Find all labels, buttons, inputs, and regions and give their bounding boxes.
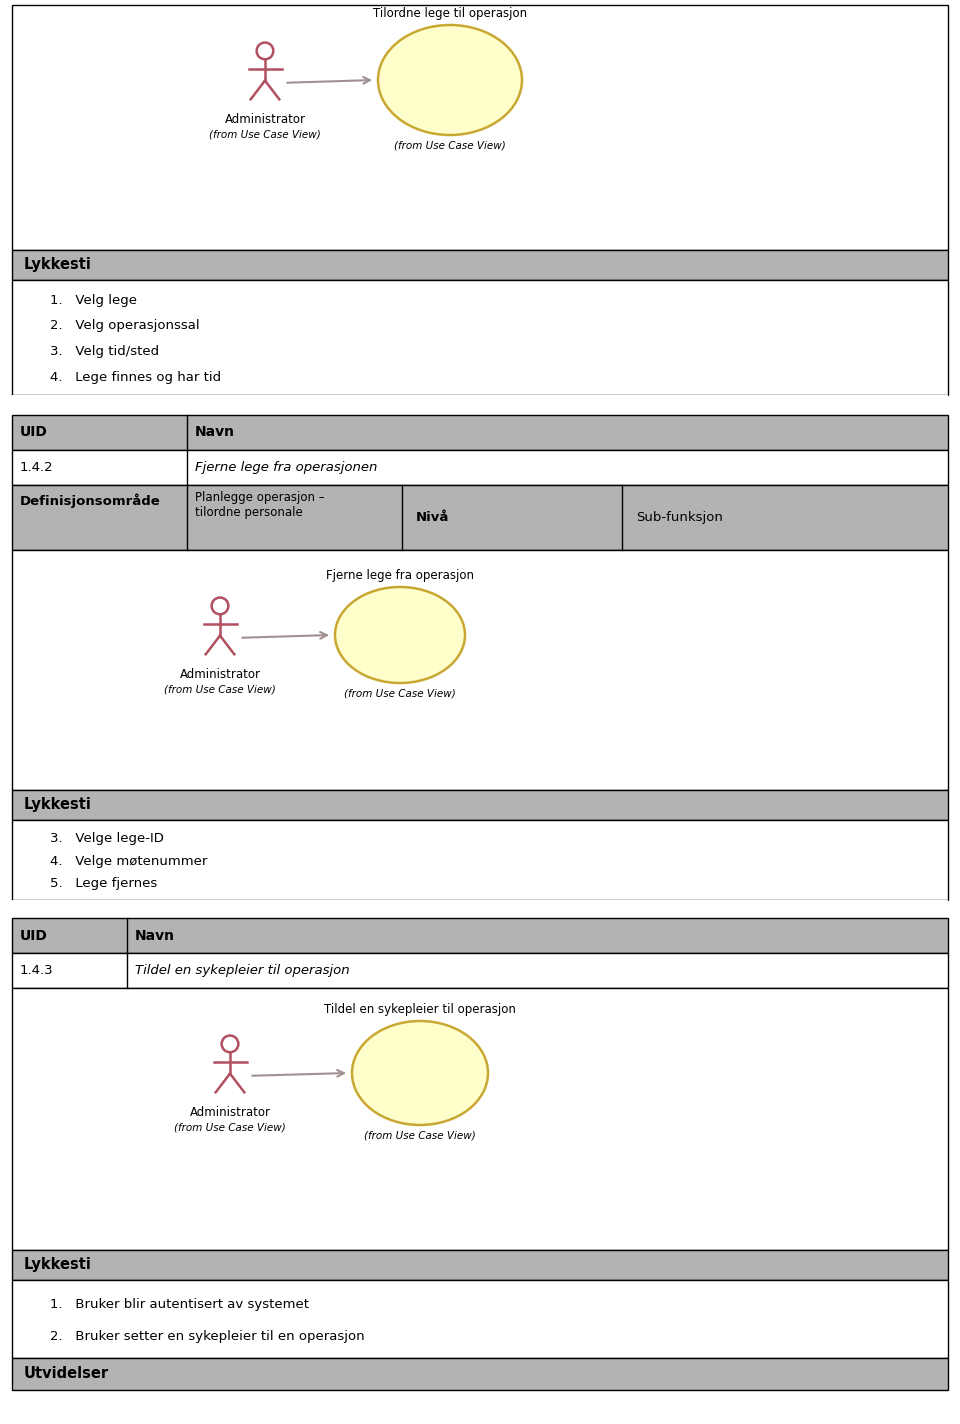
Text: Planlegge operasjon –
tilordne personale: Planlegge operasjon – tilordne personale (195, 491, 324, 518)
Text: Nivå: Nivå (416, 511, 449, 524)
Text: (from Use Case View): (from Use Case View) (174, 1122, 286, 1132)
Text: Sub-funksjon: Sub-funksjon (636, 511, 723, 524)
Text: Tildel en sykepleier til operasjon: Tildel en sykepleier til operasjon (135, 964, 349, 977)
Text: Definisjonsområde: Definisjonsområde (20, 493, 160, 507)
Bar (12, 1280, 948, 1358)
Ellipse shape (352, 1021, 488, 1125)
Bar (12, 820, 948, 900)
Ellipse shape (335, 587, 465, 684)
Text: 2.   Velg operasjonssal: 2. Velg operasjonssal (50, 319, 200, 332)
Text: 2.   Bruker setter en sykepleier til en operasjon: 2. Bruker setter en sykepleier til en op… (50, 1330, 365, 1343)
Bar (12, 918, 948, 953)
Bar (12, 251, 948, 281)
Bar (12, 988, 948, 1250)
Bar (12, 394, 948, 414)
Bar (12, 1250, 948, 1280)
Bar (12, 6, 948, 251)
Text: 4.   Velge møtenummer: 4. Velge møtenummer (50, 854, 207, 867)
Text: 1.   Velg lege: 1. Velg lege (50, 293, 137, 308)
Bar (12, 281, 948, 394)
Bar (12, 550, 948, 790)
Bar (12, 953, 948, 988)
Text: Fjerne lege fra operasjon: Fjerne lege fra operasjon (326, 570, 474, 582)
Text: Navn: Navn (135, 928, 175, 943)
Bar (12, 900, 948, 918)
Text: 4.   Lege finnes og har tid: 4. Lege finnes og har tid (50, 370, 221, 383)
Text: 3.   Velg tid/sted: 3. Velg tid/sted (50, 345, 159, 357)
Text: Tildel en sykepleier til operasjon: Tildel en sykepleier til operasjon (324, 1002, 516, 1015)
Text: UID: UID (20, 928, 48, 943)
Text: Lykkesti: Lykkesti (24, 1257, 92, 1273)
Ellipse shape (378, 26, 522, 135)
Text: Fjerne lege fra operasjonen: Fjerne lege fra operasjonen (195, 461, 377, 474)
Bar (12, 1358, 948, 1390)
Text: Administrator: Administrator (225, 114, 305, 127)
Text: Navn: Navn (195, 426, 235, 440)
Text: (from Use Case View): (from Use Case View) (364, 1131, 476, 1141)
Bar (12, 414, 948, 450)
Text: Administrator: Administrator (180, 668, 260, 681)
Bar (12, 790, 948, 820)
Text: Administrator: Administrator (189, 1106, 271, 1119)
Bar (12, 486, 948, 550)
Text: 1.   Bruker blir autentisert av systemet: 1. Bruker blir autentisert av systemet (50, 1299, 309, 1312)
Text: (from Use Case View): (from Use Case View) (164, 685, 276, 695)
Text: 3.   Velge lege-ID: 3. Velge lege-ID (50, 832, 164, 844)
Text: Tilordne lege til operasjon: Tilordne lege til operasjon (372, 7, 527, 20)
Text: (from Use Case View): (from Use Case View) (395, 140, 506, 150)
Text: 5.   Lege fjernes: 5. Lege fjernes (50, 877, 157, 890)
Text: (from Use Case View): (from Use Case View) (344, 688, 456, 698)
Text: (from Use Case View): (from Use Case View) (209, 130, 321, 140)
Text: Utvidelser: Utvidelser (24, 1367, 109, 1381)
Text: UID: UID (20, 426, 48, 440)
Bar (12, 450, 948, 486)
Text: Lykkesti: Lykkesti (24, 797, 92, 813)
Text: 1.4.2: 1.4.2 (20, 461, 54, 474)
Text: 1.4.3: 1.4.3 (20, 964, 54, 977)
Text: Lykkesti: Lykkesti (24, 258, 92, 272)
